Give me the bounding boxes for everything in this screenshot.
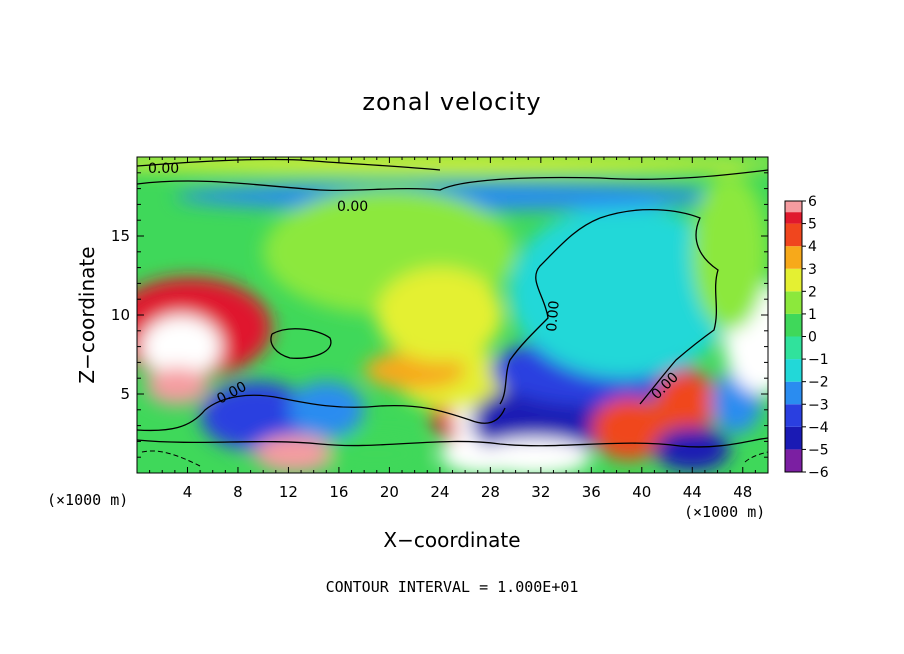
colorbar: −6 −5 −4 −3 −2 −1 0 1 2 3 4 5 6 <box>784 194 829 481</box>
colorbar-swatch <box>785 359 802 382</box>
x-tick-label: 24 <box>430 483 449 501</box>
y-tick-label: 10 <box>111 306 130 324</box>
heatmap-region <box>145 367 209 406</box>
colorbar-tick-label: 2 <box>808 284 817 300</box>
x-unit-label-left: (×1000 m) <box>47 491 129 509</box>
x-tick-label: 4 <box>183 483 193 501</box>
heatmap-region <box>654 370 718 434</box>
contour-interval-note: CONTOUR INTERVAL = 1.000E+01 <box>325 578 579 596</box>
colorbar-tick-label: −5 <box>808 442 829 458</box>
colorbar-swatch <box>785 201 802 213</box>
zero-contour-island <box>270 328 332 359</box>
x-tick-label: 48 <box>733 483 752 501</box>
heatmap-region <box>654 427 731 472</box>
negative-contour-right <box>744 451 768 463</box>
colorbar-tick-label: 0 <box>808 330 817 346</box>
zero-contour-low <box>137 394 506 432</box>
colorbar-tick-label: −3 <box>808 397 829 413</box>
colorbar-swatch <box>785 404 802 427</box>
heatmap-field: 0.00 0.00 0.00 0.00 0.00 <box>137 157 768 473</box>
colorbar-swatch <box>785 223 802 247</box>
contour-label: 0.00 <box>148 161 179 177</box>
y-axis: 5 10 15 <box>111 172 768 458</box>
colorbar-swatch <box>785 246 802 269</box>
x-tick-label: 40 <box>632 483 651 501</box>
heatmap-region <box>509 204 737 379</box>
heatmap-region <box>591 397 668 461</box>
zero-contour-upper <box>137 158 441 171</box>
heatmap-region <box>376 267 503 363</box>
zero-contour-west <box>499 217 601 405</box>
colorbar-swatch <box>785 336 802 360</box>
heatmap-region <box>137 157 768 173</box>
colorbar-tick-label: 6 <box>808 194 817 210</box>
contour-label: 0.00 <box>544 300 563 332</box>
y-tick-label: 5 <box>120 385 130 403</box>
colorbar-tick-label: 4 <box>808 239 817 255</box>
colorbar-tick-label: 5 <box>808 217 817 233</box>
contour-lines <box>137 158 768 467</box>
colorbar-swatch <box>785 291 802 314</box>
heatmap-region <box>288 381 365 439</box>
heatmap-region <box>477 438 592 473</box>
colorbar-swatch <box>785 381 802 405</box>
x-axis-label: X−coordinate <box>383 528 521 552</box>
x-tick-label: 44 <box>683 483 702 501</box>
colorbar-tick-label: −4 <box>808 420 829 436</box>
colorbar-tick-label: 1 <box>808 307 817 323</box>
negative-contour-left <box>141 450 201 467</box>
colorbar-swatch <box>785 313 802 337</box>
x-tick-label: 12 <box>279 483 298 501</box>
chart-title: zonal velocity <box>362 88 542 116</box>
x-tick-label: 28 <box>481 483 500 501</box>
colorbar-tick-label: −6 <box>808 465 829 481</box>
zero-contour-east <box>599 208 719 405</box>
heatmap-region <box>692 172 768 331</box>
heatmap-region <box>254 435 336 473</box>
x-tick-label: 8 <box>233 483 243 501</box>
heatmap-region <box>140 315 222 379</box>
colorbar-swatch <box>785 449 802 472</box>
y-axis-label: Z−coordinate <box>75 246 99 384</box>
y-tick-label: 15 <box>111 227 130 245</box>
x-tick-label: 32 <box>531 483 550 501</box>
colorbar-tick-label: −2 <box>808 375 829 391</box>
colorbar-swatch <box>785 426 802 450</box>
x-tick-label: 36 <box>582 483 601 501</box>
x-unit-label-right: (×1000 m) <box>684 503 766 521</box>
x-axis: 4 8 12 16 20 24 28 32 36 40 44 48 <box>149 157 756 501</box>
colorbar-tick-label: −1 <box>808 352 829 368</box>
colorbar-tick-label: 3 <box>808 262 817 278</box>
x-tick-label: 16 <box>329 483 348 501</box>
zero-contour-bottom <box>137 437 768 448</box>
x-tick-label: 20 <box>380 483 399 501</box>
heatmap-region <box>326 435 428 473</box>
contour-label: 0.00 <box>337 199 368 215</box>
colorbar-swatch <box>785 268 802 292</box>
zero-contour-top <box>137 169 768 192</box>
